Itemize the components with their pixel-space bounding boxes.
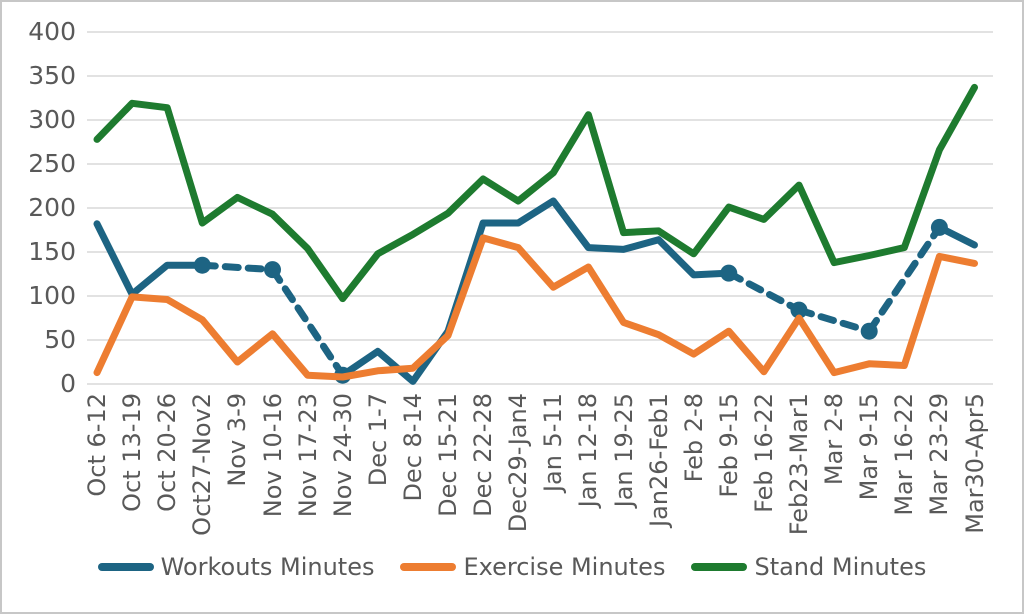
x-axis-label: Feb 9-15 [714,393,743,498]
x-axis-label: Nov 3-9 [223,393,252,487]
workouts-minutes-marker [930,218,948,236]
workouts-minutes-marker [264,261,281,279]
legend-swatch-icon [691,563,748,571]
workouts-minutes-gap-line [865,223,943,335]
x-axis-label: Mar 2-8 [820,393,849,486]
workouts-minutes-line [339,197,733,385]
x-axis-label: Feb 2-8 [679,393,708,483]
x-axis-label: Feb23-Mar1 [785,393,813,536]
y-axis-label: 300 [28,105,76,134]
y-axis-label: 400 [28,17,76,46]
workouts-minutes-gap-line [725,269,803,314]
y-axis-label: 350 [28,61,76,90]
workouts-minutes-marker [860,322,878,340]
legend-item-exercise-minutes: Exercise Minutes [400,553,665,581]
legend-label: Workouts Minutes [160,553,375,581]
legend-item-workouts-minutes: Workouts Minutes [97,553,375,581]
x-axis-label: Jan 19-25 [609,393,638,508]
x-axis-label: Jan26-Feb1 [644,393,673,527]
legend-swatch-icon [400,563,457,571]
workouts-minutes-gap-line [269,266,347,379]
x-axis-label: Dec29-Jan4 [504,393,533,533]
y-axis-label: 50 [44,325,76,354]
legend-label: Stand Minutes [754,553,927,581]
exercise-minutes-line [93,234,978,381]
y-axis-label: 0 [60,369,76,398]
workouts-minutes-line [93,220,206,298]
workouts-minutes-marker [193,256,211,274]
x-axis-label: Dec 15-21 [434,393,462,517]
legend-swatch-icon [97,563,154,571]
stand-minutes-line [93,83,978,303]
x-axis-label: Nov 24-30 [328,393,357,518]
x-axis-label: Jan 5-11 [539,393,568,493]
workouts-minutes-marker [720,264,738,282]
workouts-minutes-marker [790,301,808,319]
x-axis-label: Dec 8-14 [398,393,427,502]
legend-item-stand-minutes: Stand Minutes [691,553,926,581]
y-axis-label: 250 [28,149,76,178]
y-axis-label: 200 [28,193,76,222]
x-axis-label: Nov 10-16 [258,393,287,518]
x-axis-label: Mar 23-29 [925,393,954,516]
workouts-minutes-gap-line [795,306,873,335]
x-axis-label: Oct 20-26 [153,393,182,512]
x-axis-label: Dec 22-28 [469,393,498,517]
x-axis-label: Dec 1-7 [363,393,392,487]
y-axis-label: 100 [28,281,76,310]
legend-label: Exercise Minutes [463,553,666,581]
workouts-minutes-gap-line [198,261,276,274]
x-axis-label: Mar 16-22 [890,393,919,516]
x-axis-label: Mar 9-15 [855,393,884,501]
x-axis-label: Nov 17-23 [293,393,322,518]
x-axis-label: Oct 6-12 [83,393,111,497]
y-axis-label: 150 [28,237,76,266]
x-axis-label: Feb 16-22 [749,393,778,513]
legend: Workouts Minutes Exercise Minutes Stand Mi… [2,553,1022,581]
x-axis-label: Jan 12-18 [574,393,603,508]
x-axis-label: Oct27-Nov2 [188,393,217,536]
x-axis-label: Oct 13-19 [118,393,147,512]
x-axis-label: Mar30-Apr5 [960,393,989,534]
